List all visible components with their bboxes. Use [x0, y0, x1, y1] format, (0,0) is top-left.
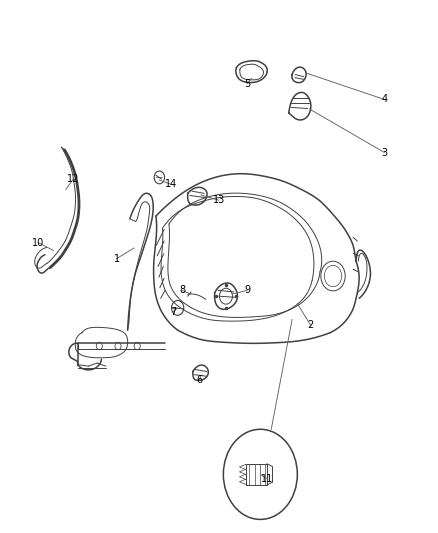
- Text: 12: 12: [67, 174, 79, 184]
- Text: 8: 8: [179, 285, 185, 295]
- Text: 9: 9: [244, 285, 251, 295]
- Text: 3: 3: [381, 148, 388, 158]
- Text: 11: 11: [261, 474, 273, 483]
- Text: 6: 6: [196, 375, 202, 385]
- Text: 13: 13: [213, 195, 225, 205]
- Text: 10: 10: [32, 238, 45, 248]
- Text: 2: 2: [307, 320, 314, 330]
- Text: 5: 5: [244, 78, 251, 88]
- Text: 7: 7: [170, 306, 177, 317]
- Text: 1: 1: [113, 254, 120, 263]
- Text: 4: 4: [381, 94, 388, 104]
- Text: 14: 14: [165, 179, 177, 189]
